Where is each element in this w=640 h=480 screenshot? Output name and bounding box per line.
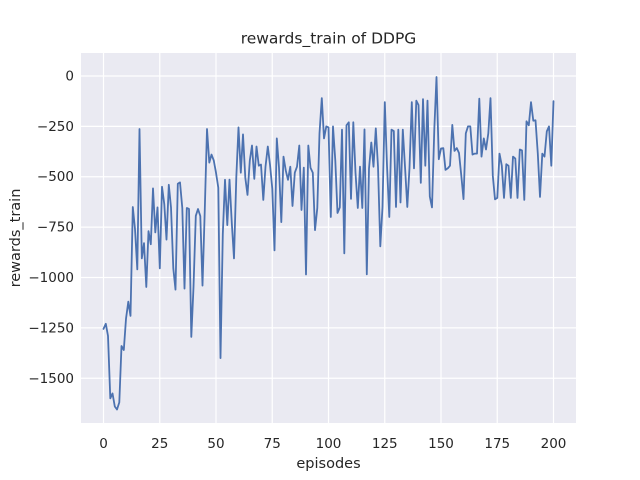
series-line-rewards_train — [102, 76, 555, 411]
x-tick-label: 0 — [99, 436, 108, 452]
y-tick-label: −1250 — [28, 320, 74, 336]
chart-title: rewards_train of DDPG — [241, 30, 417, 49]
x-tick-label: 25 — [151, 436, 168, 452]
y-tick-label: −500 — [37, 169, 74, 185]
x-tick-label: 100 — [316, 436, 342, 452]
y-axis-label: rewards_train — [8, 189, 24, 288]
y-tick-label: −250 — [37, 119, 74, 135]
x-tick-label: 200 — [541, 436, 567, 452]
y-tick-label: −750 — [37, 220, 74, 236]
x-tick-label: 125 — [372, 436, 398, 452]
x-axis-label: episodes — [296, 456, 360, 472]
y-tick-label: −1500 — [28, 371, 74, 387]
x-tick-label: 175 — [484, 436, 510, 452]
y-tick-labels: 0 −250 −500 −750 −1000 −1250 −1500 — [28, 68, 74, 386]
x-tick-labels: 0 25 50 75 100 125 150 175 200 — [99, 436, 566, 452]
x-tick-label: 50 — [207, 436, 224, 452]
x-tick-label: 75 — [264, 436, 281, 452]
y-tick-label: 0 — [65, 68, 74, 84]
y-tick-label: −1000 — [28, 270, 74, 286]
series-lines — [102, 76, 555, 411]
x-tick-label: 150 — [428, 436, 454, 452]
